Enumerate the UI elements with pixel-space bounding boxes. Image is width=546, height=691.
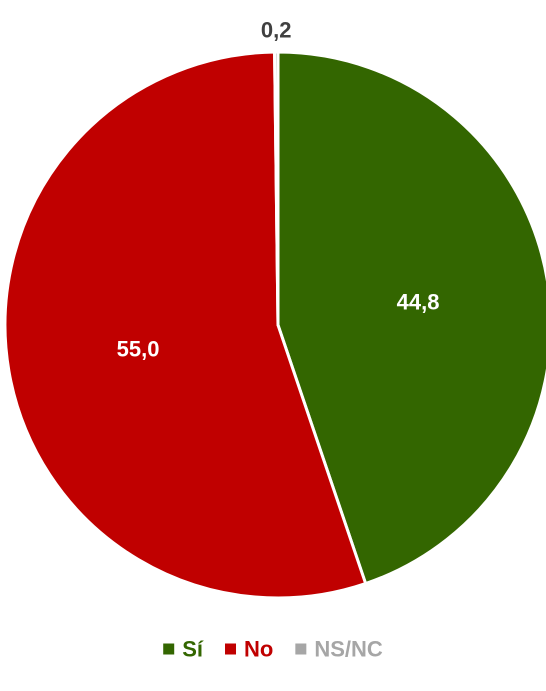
data-label-3: 0,2 (261, 18, 292, 43)
legend-label-3: NS/NC (314, 637, 383, 662)
legend: Sí No NS/NC (163, 637, 383, 662)
legend-swatch-1 (163, 643, 175, 655)
pie-slice-3 (273, 50, 280, 327)
data-label-1: 44,8 (397, 289, 440, 314)
legend-label-1: Sí (182, 637, 204, 662)
legend-swatch-3 (295, 643, 307, 655)
pie-data-labels: 44,8 55,0 0,2 (117, 18, 440, 362)
pie-slice-1 (276, 50, 546, 586)
legend-swatch-2 (225, 643, 237, 655)
pie-slices (3, 50, 546, 600)
legend-label-2: No (244, 637, 273, 662)
data-label-2: 55,0 (117, 336, 160, 361)
